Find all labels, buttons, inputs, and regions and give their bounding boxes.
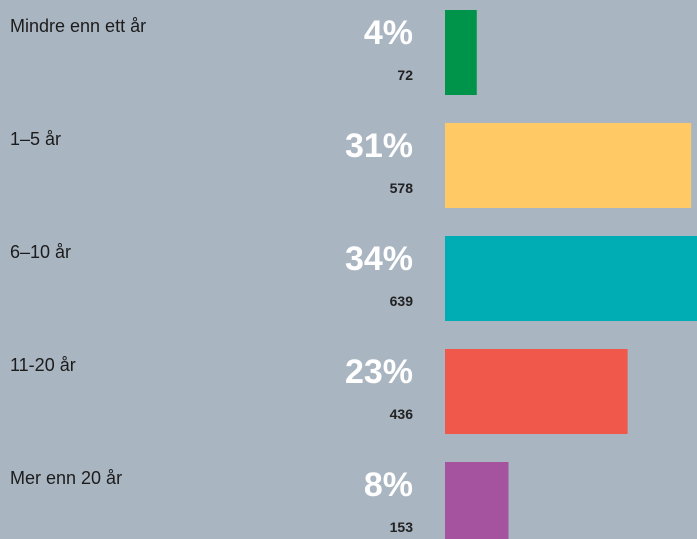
bar <box>445 123 692 208</box>
percent-label: 23% <box>345 353 413 391</box>
percent-label: 31% <box>345 127 413 165</box>
category-label: 6–10 år <box>10 242 71 262</box>
category-label: 1–5 år <box>10 129 61 149</box>
percent-label: 8% <box>364 466 413 504</box>
count-label: 578 <box>390 180 414 196</box>
count-label: 72 <box>397 67 413 83</box>
count-label: 436 <box>390 406 414 422</box>
bar <box>445 236 697 321</box>
percent-label: 4% <box>364 14 413 52</box>
category-label: 11-20 år <box>10 355 76 375</box>
bar <box>445 10 477 95</box>
category-label: Mer enn 20 år <box>10 468 122 488</box>
bar <box>445 462 509 539</box>
category-label: Mindre enn ett år <box>10 16 146 36</box>
percent-label: 34% <box>345 240 413 278</box>
count-label: 153 <box>390 519 414 535</box>
bar <box>445 349 628 434</box>
count-label: 639 <box>390 293 414 309</box>
